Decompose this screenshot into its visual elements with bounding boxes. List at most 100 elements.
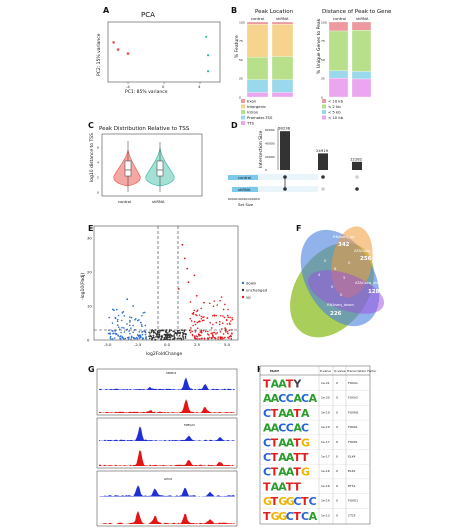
upset-y-label: Intersection Size <box>258 130 264 168</box>
volcano-point-down <box>112 338 114 340</box>
motif-logo-letter: T <box>263 510 271 523</box>
volcano-point-down <box>109 335 112 338</box>
motif-tf: FOXP1 <box>348 440 358 444</box>
volcano-point-up <box>213 314 216 316</box>
volcano-point-up <box>208 334 210 336</box>
distance-bars: 0 25 50 75 100 <box>321 20 372 99</box>
volcano-point-down <box>129 324 131 327</box>
volcano-point-unchanged <box>165 331 167 334</box>
motif-tf: FOXM1 <box>348 410 359 414</box>
volcano-point-up <box>219 336 221 338</box>
volcano-point-down <box>136 319 139 322</box>
volcano-point-down <box>139 321 142 324</box>
distance-bar-segment <box>328 70 349 79</box>
distance-group-2: shRNA <box>356 16 369 21</box>
volcano-point-up <box>177 288 180 290</box>
distance-y-tick-label: 50 <box>321 58 325 62</box>
peak-location-bar-segment <box>246 92 269 98</box>
volcano-point-down <box>122 338 125 340</box>
pca-point-shrna <box>207 70 210 73</box>
panel-h: H Motif P-value Q-value Transcription Fa… <box>257 365 377 525</box>
volcano-point-unchanged <box>165 330 167 332</box>
motif-logo-letter: A <box>278 407 287 420</box>
volcano-point-up <box>192 324 195 327</box>
volcano-point-unchanged <box>176 334 178 336</box>
volcano-point-unchanged <box>153 336 155 339</box>
volcano-point-unchanged <box>178 337 180 340</box>
upset-bar <box>352 161 362 170</box>
volcano-point-up <box>202 316 204 319</box>
volcano-point-up <box>201 337 203 339</box>
volcano-x-label: log2FoldChange <box>146 351 182 357</box>
volcano-x-ticks: -5.0 -2.5 0.0 2.5 5.0 <box>104 342 231 347</box>
volcano-point-up <box>193 335 196 337</box>
motif-logo-letter: A <box>278 466 287 479</box>
motif-logo-letter: T <box>271 436 279 449</box>
volcano-point-down <box>121 311 124 314</box>
violin-control-box <box>124 160 132 177</box>
motif-qvalue: 0 <box>336 499 338 503</box>
peak-location-y-tick-label: 100 <box>239 20 245 24</box>
volcano-point-up <box>208 302 211 305</box>
motif-pvalue: 1e-17 <box>321 440 330 444</box>
volcano-point-up <box>194 331 197 333</box>
volcano-point-down <box>135 318 137 320</box>
volcano-point-up <box>190 327 192 329</box>
volcano-point-down <box>132 324 134 327</box>
volcano-point-down <box>130 327 132 329</box>
motif-logo-letter: A <box>293 392 302 405</box>
volcano-point-down <box>129 321 131 323</box>
volcano-point-up <box>221 328 223 330</box>
volcano-point-unchanged <box>183 330 186 333</box>
volcano-point-up <box>214 337 217 340</box>
volcano-point-unchanged <box>153 331 155 334</box>
distance-title: Distance of Peak to Gene <box>322 9 392 15</box>
venn-count-r7: 0 <box>340 292 343 297</box>
volcano-point-unchanged <box>160 335 163 338</box>
volcano-point-down <box>111 322 114 324</box>
volcano-point-up <box>231 332 233 334</box>
upset-bar-label: 24919 <box>316 148 329 153</box>
panel-label-g: G <box>88 365 95 374</box>
motif-logo-letter: Y <box>292 378 302 391</box>
track-group-2 <box>96 417 238 469</box>
motif-pvalue: 1e-21 <box>321 381 330 385</box>
distance-y-tick-label: 75 <box>321 39 325 43</box>
peak-location-y-tick-label: 25 <box>239 77 243 81</box>
volcano-point-up <box>217 338 219 340</box>
motif-qvalue: 0 <box>336 513 338 517</box>
volcano-point-up <box>218 323 221 326</box>
volcano-legend-dot <box>241 288 245 292</box>
motif-logo-letter: C <box>263 436 271 449</box>
distance-bar-segment <box>328 78 349 98</box>
volcano-point-down <box>111 308 114 311</box>
violin-y-label: log10 distance to TSS <box>89 133 95 182</box>
venn-label-atacseq-down: ATACseq_down <box>355 280 384 285</box>
volcano-point-unchanged <box>184 337 187 339</box>
pca-point-shrna <box>207 54 210 57</box>
volcano-point-down <box>117 314 120 317</box>
volcano-point-down <box>117 335 119 337</box>
volcano-point-up <box>193 274 196 277</box>
upset-y-tick-label: 40000 <box>265 142 275 146</box>
volcano-point-down <box>116 320 119 323</box>
volcano-point-unchanged <box>182 329 184 332</box>
distance-y-tick-label: 100 <box>321 20 327 24</box>
motif-logo-letter: A <box>271 422 280 435</box>
volcano-point-unchanged <box>159 329 162 332</box>
distance-bar-segment <box>351 78 372 98</box>
motif-table <box>259 365 371 525</box>
volcano-legend-dot <box>241 295 245 299</box>
motif-logo-letter: G <box>286 495 295 508</box>
volcano-point-down <box>140 323 143 326</box>
volcano-point-up <box>223 337 225 340</box>
volcano-point-down <box>107 332 110 335</box>
volcano-point-up <box>216 304 219 306</box>
volcano-point-down <box>132 331 134 334</box>
motif-logo-letter: A <box>278 480 287 493</box>
motif-logo-letter: T <box>263 378 271 391</box>
upset-dot-2-control <box>321 175 325 179</box>
volcano-point-down <box>143 311 146 314</box>
peak-location-legend-label: Intron <box>247 109 259 114</box>
motif-tf: FOXA1 <box>348 381 358 385</box>
